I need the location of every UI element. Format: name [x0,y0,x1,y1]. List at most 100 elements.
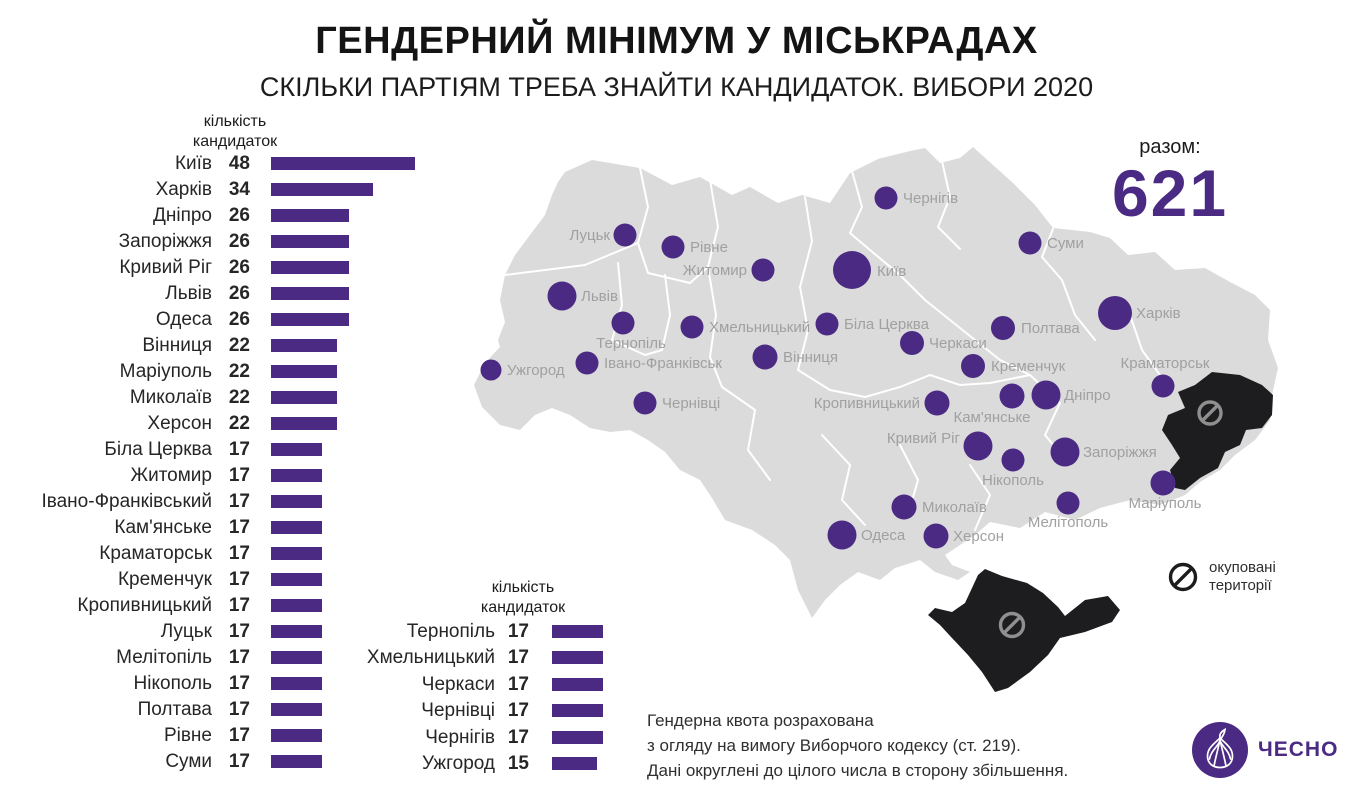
footnote: Гендерна квота розрахована з огляду на в… [647,711,1069,780]
bar-value-label: 22 [228,413,250,434]
city-dot [833,251,871,289]
bar-row: Чернівці 17 [283,698,743,724]
city-dot [827,520,857,550]
total-counter: разом: 621 [1095,136,1245,226]
bar-value-label: 17 [507,621,529,642]
chart1-axis-title: кількість кандидаток [192,113,278,150]
bar-row: Чернігів 17 [283,725,743,751]
bar-category-label: Луцьк [160,621,212,642]
bar-category-label: Дніпро [152,205,212,226]
bar [552,704,603,717]
bar-category-label: Ужгород [421,753,495,774]
bar-row: Вінниця 22 [0,333,460,359]
city-labels-layer: Луцьк Рівне Житомир Чернігів Суми Київ Львів Те… [507,190,1210,545]
bar [271,261,349,274]
bar-category-label: Чернігів [425,727,495,748]
city-label: Хмельницький [709,319,810,336]
bar-category-label: Київ [174,153,212,174]
city-dot [961,354,985,378]
bar-row: Дніпро 26 [0,203,460,229]
bar-category-label: Кам'янське [114,517,212,538]
city-label: Ужгород [507,362,565,379]
bar-row: Нікополь 17 [0,671,460,697]
bar-row: Івано-Франківський 17 [0,489,460,515]
bar-category-label: Біла Церква [104,439,212,460]
bar-category-label: Харків [155,179,212,200]
bar-value-label: 26 [228,309,250,330]
bar [552,625,603,638]
bar-value-label: 15 [507,753,529,774]
bar [271,521,322,534]
bar-row: Кременчук 17 [0,567,460,593]
city-dot [1001,448,1025,472]
bar-category-label: Івано-Франківський [41,491,212,512]
bar-row: Луцьк 17 [0,619,460,645]
city-dot [1018,231,1042,255]
bar-value-label: 26 [228,231,250,252]
city-label: Кривий Ріг [887,430,961,447]
bar [552,757,597,770]
garlic-icon [1192,722,1248,778]
no-entry-icon-donbas [1197,400,1223,426]
city-dot [891,494,917,520]
bar-value-label: 17 [228,751,250,772]
bar-value-label: 17 [228,569,250,590]
ukraine-map-svg: Луцьк Рівне Житомир Чернігів Суми Київ Львів Те… [474,147,1278,692]
bar [271,547,322,560]
bar-category-label: Житомир [130,465,212,486]
city-label: Рівне [690,239,728,256]
bar-value-label: 17 [228,673,250,694]
bar [271,235,349,248]
city-label: Івано-Франківськ [604,355,722,372]
city-label: Краматорськ [1120,355,1209,372]
bar-row: Одеса 26 [0,307,460,333]
bar-category-label: Херсон [147,413,212,434]
bar-category-label: Черкаси [421,674,495,695]
bar-row: Мелітопіль 17 [0,645,460,671]
bar-category-label: Маріуполь [119,361,212,382]
bar-row: Полтава 17 [0,697,460,723]
city-dot [611,311,635,335]
city-label: Чернівці [662,395,720,412]
bar-row: Ужгород 15 [283,751,743,777]
bar [271,417,337,430]
city-label: Полтава [1021,320,1080,337]
bar-row: Хмельницький 17 [283,645,743,671]
city-dot [924,390,950,416]
bar-category-label: Миколаїв [129,387,212,408]
bar [271,365,337,378]
city-dot [999,383,1025,409]
bar-value-label: 17 [507,700,529,721]
bar-row: Кам'янське 17 [0,515,460,541]
bar [271,313,349,326]
city-dot [1031,380,1061,410]
bar-row: Київ 48 [0,151,460,177]
no-entry-icon-crimea [998,611,1026,639]
bar-value-label: 17 [507,647,529,668]
bar-category-label: Чернівці [421,700,495,721]
bar [552,678,603,691]
bar-row: Маріуполь 22 [0,359,460,385]
bar-value-label: 26 [228,283,250,304]
bar [552,731,603,744]
bar [271,703,322,716]
city-label: Миколаїв [922,499,987,516]
page-title: ГЕНДЕРНИЙ МІНІМУМ У МІСЬКРАДАХ [315,20,1038,62]
bar-value-label: 17 [507,727,529,748]
bar-value-label: 17 [228,621,250,642]
bar-value-label: 17 [228,491,250,512]
bar-category-label: Нікополь [133,673,212,694]
bar-row: Миколаїв 22 [0,385,460,411]
city-dot [613,223,637,247]
city-label: Нікополь [982,472,1044,489]
city-label: Маріуполь [1129,495,1202,512]
city-label: Чернігів [903,190,958,207]
chart2-axis-title: кількість кандидаток [480,579,566,616]
bar-value-label: 17 [228,699,250,720]
bar [271,495,322,508]
bar [271,729,322,742]
bar-row: Біла Церква 17 [0,437,460,463]
city-dot [633,391,657,415]
occupied-legend: окуповані території [1167,559,1276,595]
